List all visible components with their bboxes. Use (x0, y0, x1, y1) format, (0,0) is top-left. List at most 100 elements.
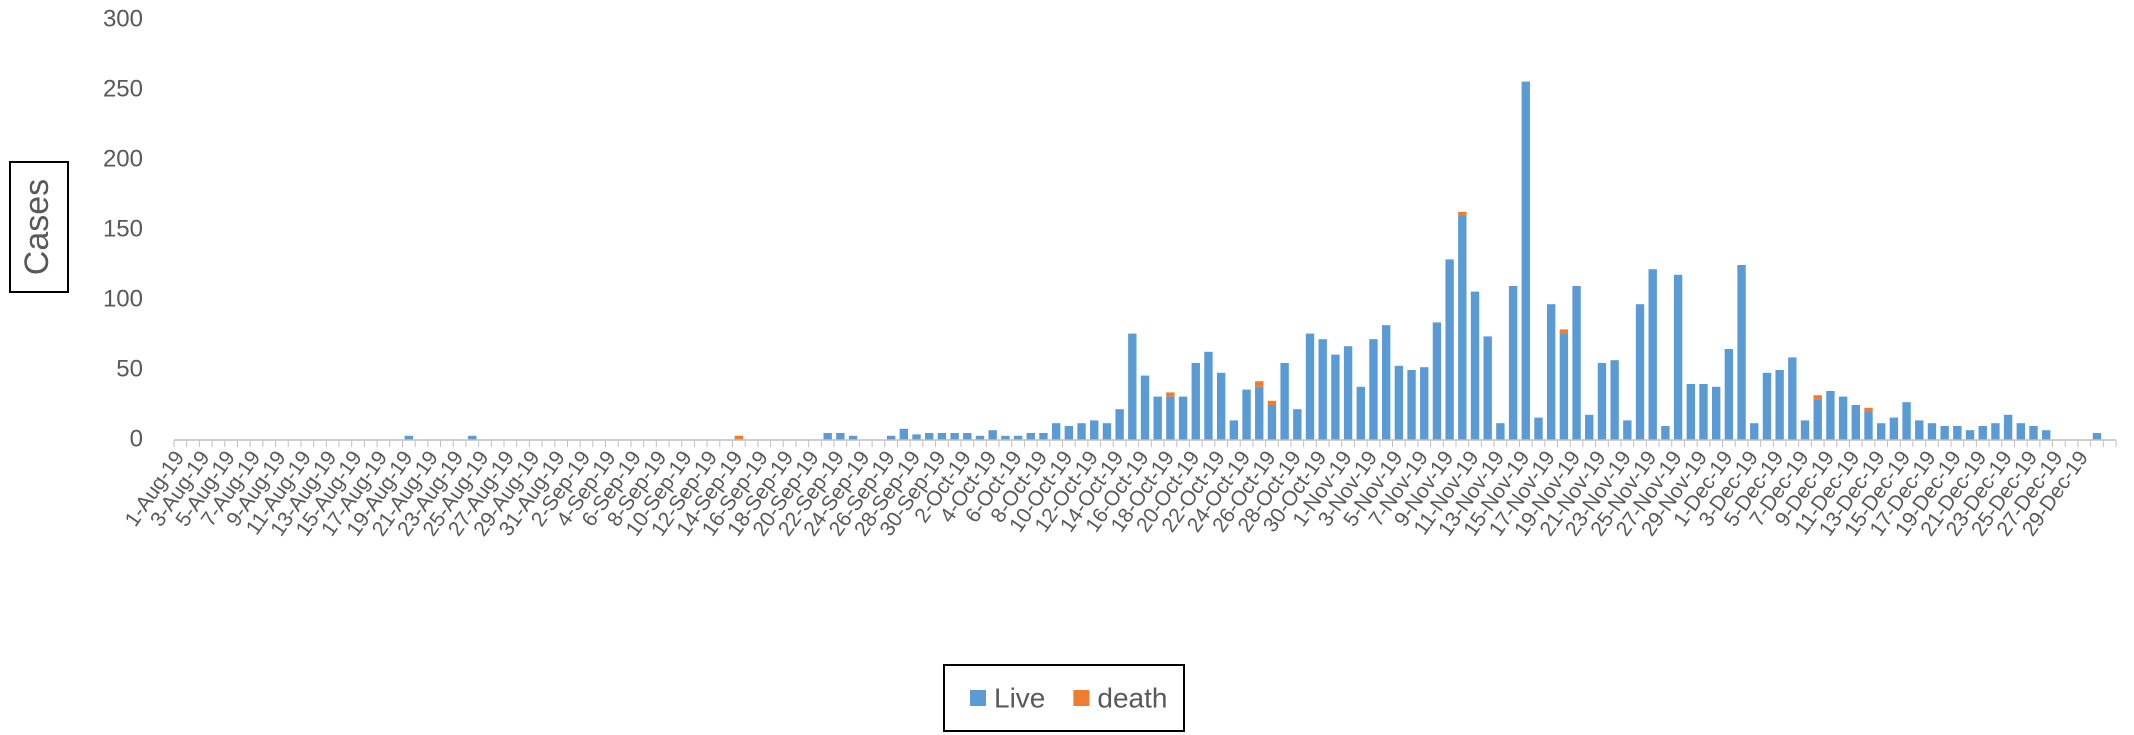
bar-segment (1166, 396, 1175, 440)
y-tick-label: 0 (130, 425, 143, 452)
bar-segment (2016, 423, 2025, 440)
bar-segment (1166, 392, 1175, 397)
bar-segment (1458, 211, 1467, 216)
bar-segment (912, 434, 921, 440)
legend-label: Live (994, 682, 1045, 713)
legend-swatch (970, 690, 986, 706)
bar-segment (1953, 426, 1962, 440)
y-tick-label: 150 (103, 215, 143, 242)
bar-segment (848, 435, 858, 440)
bar-segment (975, 435, 985, 440)
bar-segment (1178, 396, 1188, 440)
bar-segment (1965, 430, 1975, 440)
bar-segment (1762, 372, 1772, 440)
bar-segment (1699, 384, 1708, 440)
bar-segment (1673, 274, 1683, 440)
bar-segment (1102, 423, 1112, 440)
bar-segment (1128, 333, 1137, 440)
bar-segment (1458, 216, 1467, 440)
y-tick-label: 100 (103, 285, 143, 312)
bar-segment (899, 428, 909, 440)
bar-segment (836, 433, 845, 440)
bar-segment (1623, 420, 1632, 440)
bar-segment (1039, 433, 1048, 440)
bar-segment (1318, 339, 1327, 440)
bar-segment (1267, 405, 1277, 440)
bar-segment (1267, 400, 1277, 405)
bar-segment (1978, 426, 1987, 440)
bar-segment (2003, 414, 2013, 440)
bar-segment (1813, 395, 1822, 400)
bar-segment (1572, 286, 1581, 440)
bar-segment (1420, 367, 1429, 440)
bar-segment (1305, 333, 1315, 440)
bar-segment (1737, 265, 1746, 440)
bar-segment (1242, 389, 1251, 440)
bar-segment (1851, 405, 1860, 440)
bar-segment (468, 435, 477, 440)
bar-segment (1826, 391, 1835, 440)
bar-segment (1940, 426, 1949, 440)
legend-swatch (1073, 690, 1090, 706)
bar-segment (1001, 435, 1010, 440)
bar-segment (1864, 412, 1873, 440)
y-tick-label: 250 (103, 75, 143, 102)
bar-segment (1521, 81, 1530, 440)
bar-segment (1838, 396, 1848, 440)
bar-segment (1496, 423, 1505, 440)
bar-segment (1191, 363, 1200, 440)
bar-segment (1635, 304, 1645, 440)
bar-segment (1483, 336, 1492, 440)
bar-segment (1090, 420, 1099, 440)
bar-segment (1813, 399, 1822, 440)
bar-segment (1724, 349, 1734, 440)
bar-segment (404, 435, 414, 440)
bar-segment (950, 433, 959, 440)
bar-segment (1369, 339, 1378, 440)
bar-segment (1432, 322, 1442, 440)
bar-segment (1255, 386, 1264, 440)
bar-segment (1927, 423, 1937, 440)
bar-segment (1356, 386, 1365, 440)
bar-segment (1064, 426, 1074, 440)
bar-segment (1686, 384, 1695, 440)
bar-segment (2042, 430, 2051, 440)
bar-segment (1876, 423, 1886, 440)
bar-segment (937, 433, 947, 440)
bar-segment (1204, 351, 1213, 440)
bar-segment (1394, 365, 1404, 440)
bar-segment (1534, 417, 1543, 440)
bar-segment (1559, 333, 1569, 440)
bar-segment (1343, 346, 1353, 440)
bar-segment (1864, 407, 1873, 412)
y-tick-label: 50 (116, 355, 143, 382)
bar-segment (1280, 363, 1289, 440)
bar-segment (2029, 426, 2038, 440)
bar-segment (1585, 414, 1594, 440)
bar-segment (1661, 426, 1670, 440)
bar-segment (1115, 409, 1124, 440)
bar-segment (1648, 269, 1657, 440)
bar-segment (1293, 409, 1302, 440)
y-axis-label: Cases (18, 179, 56, 275)
bar-segment (1013, 435, 1023, 440)
bar-segment (1902, 402, 1911, 440)
bar-segment (1026, 433, 1035, 440)
bar-segment (1559, 329, 1569, 334)
y-tick-label: 200 (103, 145, 143, 172)
bar-segment (1889, 417, 1899, 440)
bar-segment (1407, 370, 1416, 440)
bar-segment (1508, 286, 1518, 440)
bar-segment (1331, 354, 1340, 440)
bar-segment (2092, 433, 2102, 440)
bar-segment (963, 433, 972, 440)
bar-segment (823, 433, 832, 440)
bar-segment (1229, 420, 1239, 440)
bar-segment (1077, 423, 1086, 440)
bar-segment (1051, 423, 1061, 440)
bar-segment (1445, 259, 1454, 440)
bar-segment (1800, 420, 1810, 440)
bar-segment (1470, 291, 1480, 440)
legend-label: death (1097, 682, 1167, 713)
